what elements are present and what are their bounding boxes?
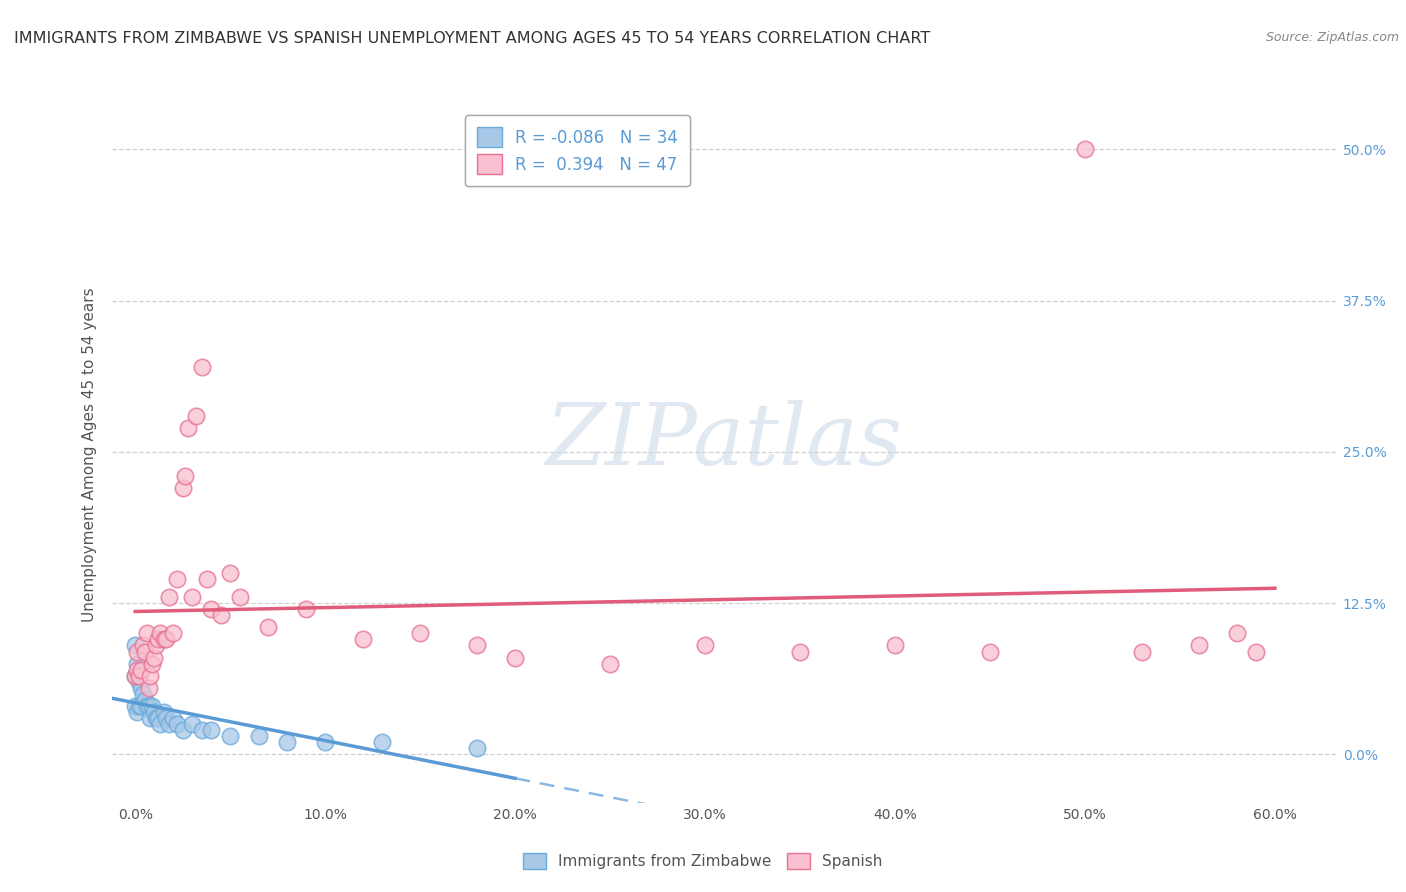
Legend: R = -0.086   N = 34, R =  0.394   N = 47: R = -0.086 N = 34, R = 0.394 N = 47 [465, 115, 689, 186]
Point [143, 705, 166, 719]
Point [149, 717, 172, 731]
Point [314, 735, 336, 749]
Point [177, 420, 200, 434]
Point [184, 409, 207, 423]
Point [1188, 639, 1211, 653]
Point [352, 632, 374, 647]
Point [172, 481, 194, 495]
Point [132, 687, 155, 701]
Point [166, 572, 188, 586]
Point [146, 711, 169, 725]
Point [149, 626, 172, 640]
Point [503, 650, 526, 665]
Point [127, 657, 149, 671]
Point [371, 735, 394, 749]
Point [145, 639, 167, 653]
Point [190, 723, 212, 738]
Point [124, 698, 146, 713]
Point [257, 620, 280, 634]
Point [409, 626, 432, 640]
Point [128, 698, 150, 713]
Point [197, 572, 219, 586]
Point [979, 644, 1001, 658]
Text: ZIPatlas: ZIPatlas [546, 400, 903, 483]
Point [127, 644, 149, 658]
Point [155, 632, 177, 647]
Point [159, 590, 181, 604]
Point [129, 663, 152, 677]
Y-axis label: Unemployment Among Ages 45 to 54 years: Unemployment Among Ages 45 to 54 years [82, 287, 97, 623]
Point [145, 711, 167, 725]
Point [155, 711, 177, 725]
Point [129, 698, 152, 713]
Point [128, 669, 150, 683]
Point [172, 723, 194, 738]
Point [1074, 142, 1097, 156]
Point [138, 698, 160, 713]
Point [124, 669, 146, 683]
Point [200, 602, 222, 616]
Point [229, 590, 252, 604]
Text: Source: ZipAtlas.com: Source: ZipAtlas.com [1265, 31, 1399, 45]
Point [139, 711, 162, 725]
Point [127, 705, 149, 719]
Point [465, 639, 488, 653]
Point [173, 469, 195, 483]
Point [247, 729, 270, 743]
Point [141, 698, 163, 713]
Legend: Immigrants from Zimbabwe, Spanish: Immigrants from Zimbabwe, Spanish [517, 847, 889, 875]
Point [190, 360, 212, 375]
Text: IMMIGRANTS FROM ZIMBABWE VS SPANISH UNEMPLOYMENT AMONG AGES 45 TO 54 YEARS CORRE: IMMIGRANTS FROM ZIMBABWE VS SPANISH UNEM… [14, 31, 931, 46]
Point [219, 566, 242, 580]
Point [124, 669, 146, 683]
Point [884, 639, 907, 653]
Point [166, 717, 188, 731]
Point [135, 698, 157, 713]
Point [141, 657, 163, 671]
Point [181, 590, 204, 604]
Point [152, 705, 174, 719]
Point [1244, 644, 1267, 658]
Point [128, 674, 150, 689]
Point [295, 602, 318, 616]
Point [134, 644, 156, 658]
Point [132, 639, 155, 653]
Point [135, 626, 157, 640]
Point [134, 693, 156, 707]
Point [209, 608, 232, 623]
Point [159, 717, 181, 731]
Point [143, 650, 166, 665]
Point [219, 729, 242, 743]
Point [152, 632, 174, 647]
Point [276, 735, 298, 749]
Point [129, 681, 152, 695]
Point [789, 644, 811, 658]
Point [693, 639, 716, 653]
Point [139, 669, 162, 683]
Point [465, 741, 488, 756]
Point [162, 626, 184, 640]
Point [599, 657, 621, 671]
Point [146, 632, 169, 647]
Point [127, 663, 149, 677]
Point [181, 717, 204, 731]
Point [1130, 644, 1153, 658]
Point [200, 723, 222, 738]
Point [124, 639, 146, 653]
Point [162, 711, 184, 725]
Point [138, 681, 160, 695]
Point [1226, 626, 1249, 640]
